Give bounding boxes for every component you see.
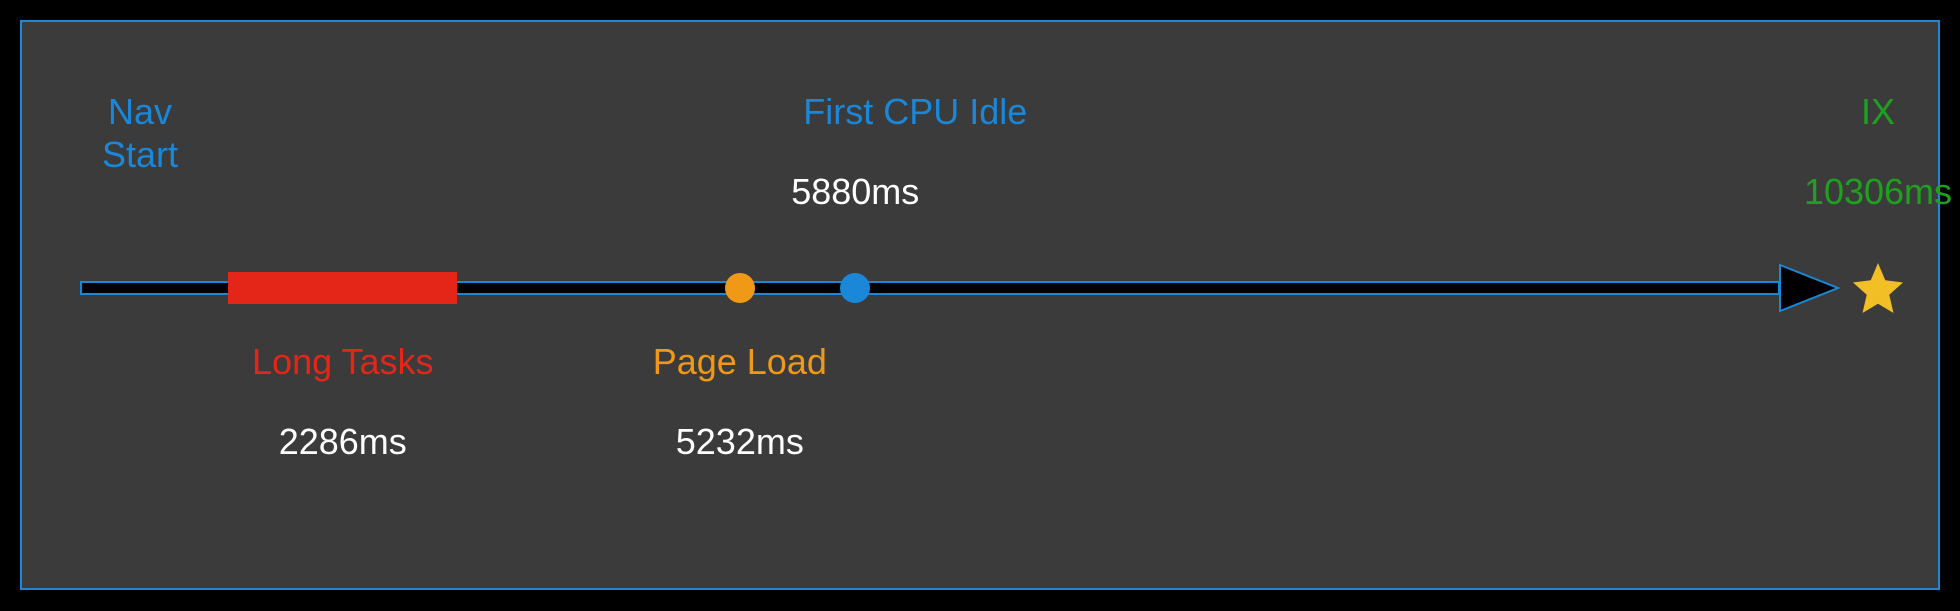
- page-load-value: 5232ms: [590, 420, 890, 463]
- page-load-marker: [725, 273, 755, 303]
- ix-star-icon: [1848, 258, 1908, 318]
- first-cpu-idle-label: First CPU Idle: [765, 90, 1065, 133]
- timeline-arrowhead: [1778, 263, 1840, 313]
- long-tasks-label: Long Tasks: [193, 340, 493, 383]
- ix-value: 10306ms: [1728, 170, 1960, 213]
- long-tasks-value: 2286ms: [193, 420, 493, 463]
- page-load-label: Page Load: [590, 340, 890, 383]
- long-tasks-bar: [228, 272, 457, 304]
- ix-label: IX: [1728, 90, 1960, 133]
- first-cpu-idle-value: 5880ms: [705, 170, 1005, 213]
- nav-start-label: Nav Start: [0, 90, 290, 176]
